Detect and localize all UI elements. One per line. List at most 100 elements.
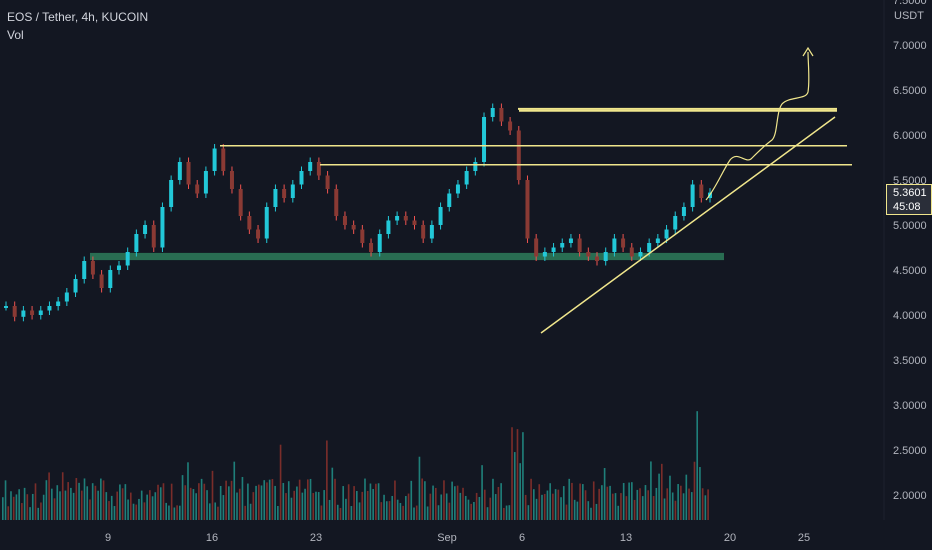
volume-bar bbox=[701, 488, 704, 520]
price-tick-label: 4.0000 bbox=[893, 310, 927, 322]
volume-bar bbox=[37, 507, 40, 520]
volume-bar bbox=[138, 498, 140, 520]
volume-bar bbox=[67, 482, 69, 520]
candle-body bbox=[455, 184, 460, 194]
volume-bar bbox=[18, 489, 20, 520]
volume-bar bbox=[527, 505, 530, 520]
volume-bar bbox=[666, 488, 669, 520]
volume-bar bbox=[383, 494, 385, 520]
candle-body bbox=[473, 162, 478, 171]
volume-bar bbox=[56, 485, 59, 520]
volume-bar bbox=[127, 499, 129, 520]
candle-body bbox=[125, 252, 130, 266]
volume-label[interactable]: Vol bbox=[7, 28, 24, 42]
candle-body bbox=[177, 162, 182, 180]
volume-bar bbox=[674, 500, 677, 520]
volume-bar bbox=[339, 507, 342, 520]
volume-bar bbox=[590, 507, 592, 520]
candle-body bbox=[238, 189, 243, 216]
candle-body bbox=[447, 193, 452, 207]
volume-bar bbox=[622, 482, 625, 520]
volume-bar bbox=[279, 444, 282, 520]
volume-bar bbox=[225, 480, 227, 520]
volume-bar bbox=[671, 492, 674, 520]
volume-bar bbox=[91, 483, 94, 520]
volume-bar bbox=[312, 492, 315, 520]
candle-body bbox=[160, 207, 165, 248]
volume-bar bbox=[562, 486, 565, 520]
volume-bar bbox=[394, 480, 396, 520]
volume-bar bbox=[405, 496, 407, 520]
candle-body bbox=[82, 261, 87, 279]
volume-bar bbox=[443, 480, 445, 520]
volume-bar bbox=[61, 472, 64, 520]
chart-legend: EOS / Tether, 4h, KUCOIN Vol bbox=[7, 8, 148, 44]
volume-bar bbox=[579, 483, 581, 520]
volume-bar bbox=[135, 504, 138, 520]
candle-body bbox=[638, 252, 643, 257]
volume-bar bbox=[173, 507, 176, 520]
volume-bar bbox=[331, 467, 334, 520]
volume-bar bbox=[456, 485, 459, 520]
volume-bar bbox=[598, 488, 600, 520]
volume-bar bbox=[617, 505, 620, 520]
candle-body bbox=[99, 274, 104, 288]
currency-label: USDT bbox=[894, 10, 924, 22]
volume-bar bbox=[219, 485, 222, 520]
current-price-label: 5.3601 45:08 bbox=[886, 184, 932, 215]
candle-body bbox=[655, 238, 660, 243]
candle-body bbox=[151, 225, 156, 248]
volume-bar bbox=[576, 501, 579, 520]
candle-body bbox=[108, 270, 113, 288]
volume-bar bbox=[546, 490, 549, 520]
volume-bar bbox=[42, 494, 45, 520]
volume-bar bbox=[533, 489, 535, 520]
candle-body bbox=[342, 216, 347, 225]
volume-bar bbox=[102, 480, 105, 520]
candle-body bbox=[73, 279, 78, 293]
volume-bar bbox=[500, 483, 502, 520]
volume-bar bbox=[407, 493, 410, 520]
volume-bar bbox=[342, 486, 345, 520]
price-tick-label: 7.0000 bbox=[893, 40, 927, 52]
volume-bar bbox=[328, 499, 331, 520]
time-tick-label: Sep bbox=[437, 532, 457, 544]
volume-bar bbox=[320, 505, 323, 520]
volume-bar bbox=[29, 507, 31, 520]
volume-bar bbox=[124, 484, 127, 520]
volume-bar bbox=[372, 488, 374, 520]
volume-bar bbox=[375, 483, 377, 520]
price-tick-label: 4.5000 bbox=[893, 265, 927, 277]
volume-bar bbox=[429, 493, 432, 520]
volume-bar bbox=[663, 498, 666, 520]
candle-body bbox=[386, 220, 391, 234]
volume-bar bbox=[549, 483, 551, 520]
candle-body bbox=[116, 265, 121, 270]
time-tick-label: 16 bbox=[206, 532, 218, 544]
volume-bar bbox=[699, 467, 701, 520]
candle-body bbox=[673, 216, 678, 230]
candle-body bbox=[360, 229, 365, 243]
volume-bar bbox=[650, 461, 652, 520]
candle-body bbox=[403, 216, 408, 221]
volume-bar bbox=[690, 492, 693, 520]
volume-bar bbox=[704, 495, 707, 520]
volume-bar bbox=[23, 487, 26, 520]
volume-bar bbox=[4, 480, 7, 520]
symbol-title[interactable]: EOS / Tether, 4h, KUCOIN bbox=[7, 10, 149, 24]
candle-body bbox=[681, 207, 686, 216]
time-tick-label: 23 bbox=[310, 532, 322, 544]
price-tick-label: 3.0000 bbox=[893, 400, 927, 412]
candle-body bbox=[508, 121, 513, 131]
volume-bar bbox=[524, 494, 527, 520]
candle-body bbox=[212, 148, 217, 171]
candle-body bbox=[282, 189, 287, 198]
volume-bar bbox=[309, 478, 312, 520]
price-tick-label: 7.5000 bbox=[893, 0, 927, 7]
volume-bar bbox=[53, 498, 56, 520]
volume-bar bbox=[113, 506, 116, 520]
volume-bar bbox=[628, 482, 630, 520]
volume-bar bbox=[399, 503, 402, 520]
